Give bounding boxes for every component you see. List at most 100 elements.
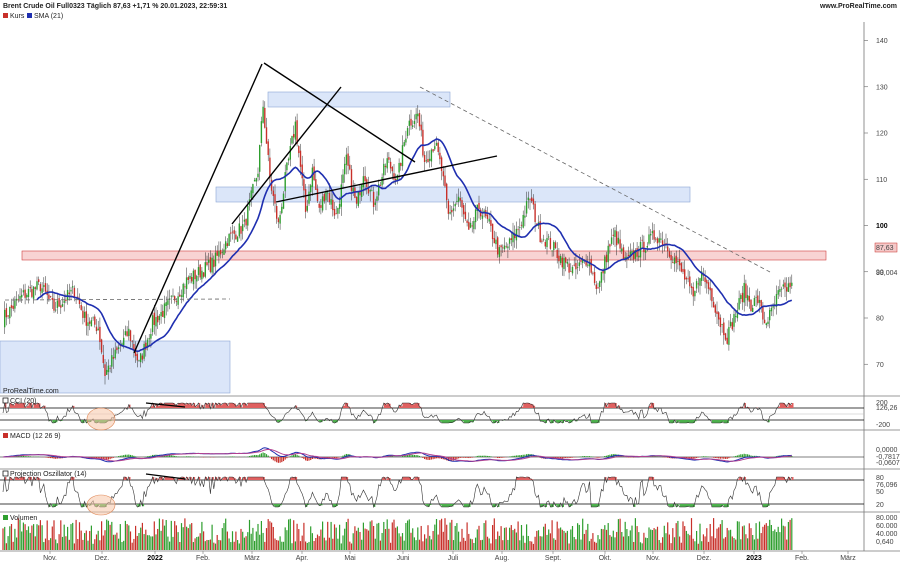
candle-body [299,150,302,167]
macd-histogram-bar [497,457,499,459]
macd-histogram-bar [284,457,286,460]
volume-bar [718,527,720,550]
macd-histogram-bar [607,455,609,457]
po-tick-80: 80 [876,475,884,482]
volume-bar [102,535,104,550]
candle-body [24,289,26,298]
candle-body [22,290,25,293]
candle-body [274,194,276,204]
volume-bar [463,537,465,550]
volume-bar [653,528,655,550]
volume-bar [299,541,302,550]
volume-bar [383,521,385,550]
volume-bar [192,542,194,550]
candle-body [19,295,21,299]
site-url[interactable]: www.ProRealTime.com [819,3,897,10]
macd-histogram-bar [480,455,482,457]
candle-body [111,355,113,367]
volume-bar [214,543,217,550]
cci-tick-200: 200 [876,400,888,407]
candle-body [610,237,613,244]
volume-bar [628,536,630,550]
candle-body [177,296,179,305]
candle-body [338,204,341,209]
candle-body [247,205,249,226]
volume-bar [393,519,395,550]
macd-histogram-bar [689,457,691,459]
volume-bar [663,525,665,550]
macd-histogram-bar [571,457,574,458]
volume-bar [514,528,516,550]
macd-title[interactable]: MACD (12 26 9) [10,433,61,440]
macd-histogram-bar [611,454,613,457]
volume-bar [230,542,232,550]
macd-histogram-bar [410,454,412,457]
volume-bar [682,521,684,550]
candle-body [451,209,453,213]
macd-histogram-bar [456,457,458,460]
candle-body [82,310,84,318]
candle-body [78,299,81,304]
candle-body [493,238,495,244]
candle-body [648,234,650,244]
macd-histogram-bar [21,455,23,457]
cci-legend-swatch [2,397,9,404]
macd-histogram-bar [490,456,492,457]
cci-title[interactable]: CCI (20) [10,398,36,405]
po-title[interactable]: Projection Oszillator (14) [10,471,87,478]
candle-body [172,295,174,297]
candle-body [777,290,779,295]
candle-body [745,283,747,299]
legend-kurs-label[interactable]: Kurs [10,13,25,20]
candle-body [437,142,439,153]
macd-histogram-bar [599,457,601,458]
volume-bar [612,530,614,550]
macd-histogram-bar [740,454,742,457]
volume-bar [454,525,456,550]
candle-body [270,179,273,191]
candle-body [767,321,769,325]
candle-body [770,307,773,312]
macd-histogram-bar [520,455,523,457]
volume-tick-80k: 80.000 [876,515,898,522]
candle-body [287,158,290,161]
candle-body [685,277,688,280]
candle-body [468,221,470,230]
macd-histogram-bar [281,457,283,463]
legend-sma-label[interactable]: SMA (21) [34,13,63,20]
candle-body [213,259,215,268]
macd-histogram-bar [308,457,310,461]
volume-bar [245,536,247,550]
volume-bar [157,528,159,550]
volume-bar [291,543,293,550]
volume-title[interactable]: Volumen [10,515,37,522]
macd-histogram-bar [522,454,524,457]
volume-bar [107,520,109,550]
volume-bar [121,542,123,550]
macd-histogram-bar [24,456,26,457]
volume-bar [648,527,650,550]
candle-body [72,286,74,288]
macd-histogram-bar [119,455,121,457]
candle-body [694,291,696,297]
volume-bar [531,541,533,550]
volume-bar [220,540,222,550]
candle-body [27,289,30,298]
candle-body [55,309,57,311]
candle-body [553,242,555,251]
candle-body [240,226,242,234]
macd-histogram-bar [514,455,516,457]
candle-body [697,283,699,285]
candle-body [284,172,286,192]
volume-bar [684,526,686,550]
price-tick-label: 120 [876,131,888,138]
zone-100-band [215,186,691,203]
candle-body [286,162,288,171]
candle-body [746,295,749,301]
candle-body [627,254,630,257]
volume-bar [711,536,713,550]
macd-histogram-bar [745,454,747,457]
macd-histogram-bar [405,455,407,457]
dashed-support-horizontal [4,298,231,301]
candle-body [148,338,150,340]
